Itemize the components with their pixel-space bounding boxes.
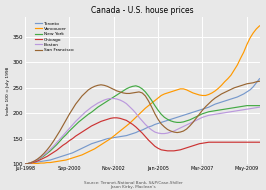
Toronto (217, 102, 220, 104)
Line: San Francisco: San Francisco (25, 81, 260, 164)
San Francisco (258, 80, 261, 82)
Vancouver (207, 93, 210, 96)
Vancouver (42, 162, 45, 164)
Toronto (23, 163, 27, 165)
Chicago (210, 141, 214, 143)
New York (204, 112, 207, 114)
Line: New York: New York (25, 86, 260, 164)
Legend: Toronto, Vancouver, New York, Chicago, Boston, San Francisco: Toronto, Vancouver, New York, Chicago, B… (34, 20, 74, 53)
Boston (236, 110, 239, 112)
New York (42, 155, 45, 157)
Chicago (214, 141, 217, 143)
San Francisco (207, 102, 210, 105)
Vancouver (232, 69, 236, 71)
Boston (42, 154, 45, 156)
Boston (204, 115, 207, 117)
Boston (220, 112, 223, 114)
Toronto (42, 160, 45, 162)
San Francisco (232, 87, 236, 89)
Toronto (210, 105, 214, 107)
New York (134, 85, 138, 87)
Vancouver (258, 25, 261, 27)
Toronto (207, 106, 210, 108)
Boston (214, 113, 217, 115)
Boston (109, 97, 112, 100)
Chicago (258, 141, 261, 143)
Chicago (42, 157, 45, 159)
New York (220, 108, 223, 111)
Vancouver (23, 163, 27, 165)
San Francisco (217, 95, 220, 97)
Chicago (112, 117, 115, 119)
Chicago (220, 141, 223, 143)
Line: Vancouver: Vancouver (25, 26, 260, 164)
Line: Toronto: Toronto (25, 79, 260, 164)
New York (23, 163, 27, 165)
Boston (23, 163, 27, 165)
Vancouver (201, 94, 204, 97)
Chicago (23, 163, 27, 165)
New York (210, 110, 214, 112)
Toronto (201, 108, 204, 110)
Vancouver (217, 87, 220, 89)
Toronto (258, 78, 261, 80)
Line: Boston: Boston (25, 99, 260, 164)
Chicago (236, 141, 239, 143)
New York (258, 105, 261, 107)
San Francisco (201, 109, 204, 111)
Text: Source: Teranet-National Bank, S&P/Case-Shiller
Jason Kirby, Maclean’s: Source: Teranet-National Bank, S&P/Case-… (84, 180, 182, 189)
San Francisco (210, 99, 214, 102)
San Francisco (42, 152, 45, 154)
Title: Canada - U.S. house prices: Canada - U.S. house prices (91, 6, 194, 15)
Line: Chicago: Chicago (25, 118, 260, 164)
Toronto (232, 97, 236, 99)
New York (236, 106, 239, 108)
Y-axis label: Index 100 = July 1998: Index 100 = July 1998 (6, 66, 10, 115)
Boston (210, 114, 214, 116)
Chicago (204, 142, 207, 144)
Boston (258, 106, 261, 108)
San Francisco (23, 163, 27, 165)
Vancouver (210, 92, 214, 94)
New York (214, 110, 217, 112)
